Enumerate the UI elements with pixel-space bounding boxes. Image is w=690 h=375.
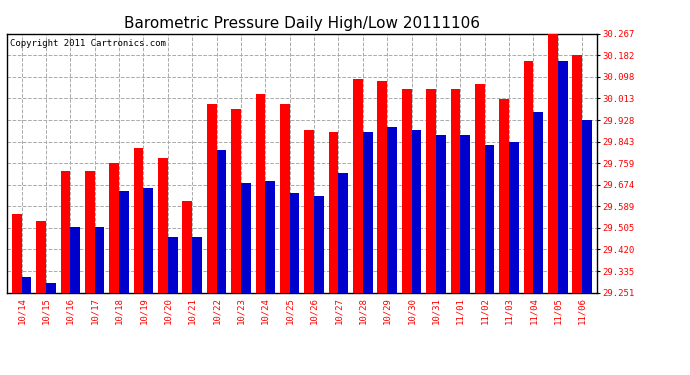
- Bar: [338, 173, 348, 292]
- Bar: [387, 127, 397, 292]
- Bar: [582, 120, 592, 292]
- Bar: [436, 135, 446, 292]
- Title: Barometric Pressure Daily High/Low 20111106: Barometric Pressure Daily High/Low 20111…: [124, 16, 480, 31]
- Bar: [12, 214, 21, 292]
- Bar: [460, 135, 470, 292]
- Bar: [363, 132, 373, 292]
- Bar: [411, 130, 422, 292]
- Bar: [119, 191, 129, 292]
- Bar: [217, 150, 226, 292]
- Bar: [241, 183, 250, 292]
- Bar: [70, 226, 80, 292]
- Bar: [61, 171, 70, 292]
- Bar: [36, 222, 46, 292]
- Bar: [85, 171, 95, 292]
- Bar: [193, 237, 202, 292]
- Bar: [524, 61, 533, 292]
- Bar: [558, 61, 568, 292]
- Bar: [109, 163, 119, 292]
- Bar: [509, 142, 519, 292]
- Bar: [21, 278, 31, 292]
- Bar: [207, 104, 217, 292]
- Bar: [168, 237, 177, 292]
- Bar: [451, 89, 460, 292]
- Bar: [231, 110, 241, 292]
- Bar: [158, 158, 168, 292]
- Bar: [353, 79, 363, 292]
- Bar: [328, 132, 338, 292]
- Bar: [134, 148, 144, 292]
- Bar: [533, 112, 543, 292]
- Bar: [182, 201, 193, 292]
- Bar: [266, 181, 275, 292]
- Bar: [548, 34, 558, 292]
- Bar: [500, 99, 509, 292]
- Bar: [475, 84, 484, 292]
- Bar: [290, 194, 299, 292]
- Bar: [402, 89, 411, 292]
- Bar: [314, 196, 324, 292]
- Bar: [46, 283, 56, 292]
- Text: Copyright 2011 Cartronics.com: Copyright 2011 Cartronics.com: [10, 39, 166, 48]
- Bar: [426, 89, 436, 292]
- Bar: [144, 188, 153, 292]
- Bar: [484, 145, 495, 292]
- Bar: [573, 56, 582, 292]
- Bar: [377, 81, 387, 292]
- Bar: [95, 226, 104, 292]
- Bar: [255, 94, 266, 292]
- Bar: [304, 130, 314, 292]
- Bar: [280, 104, 290, 292]
